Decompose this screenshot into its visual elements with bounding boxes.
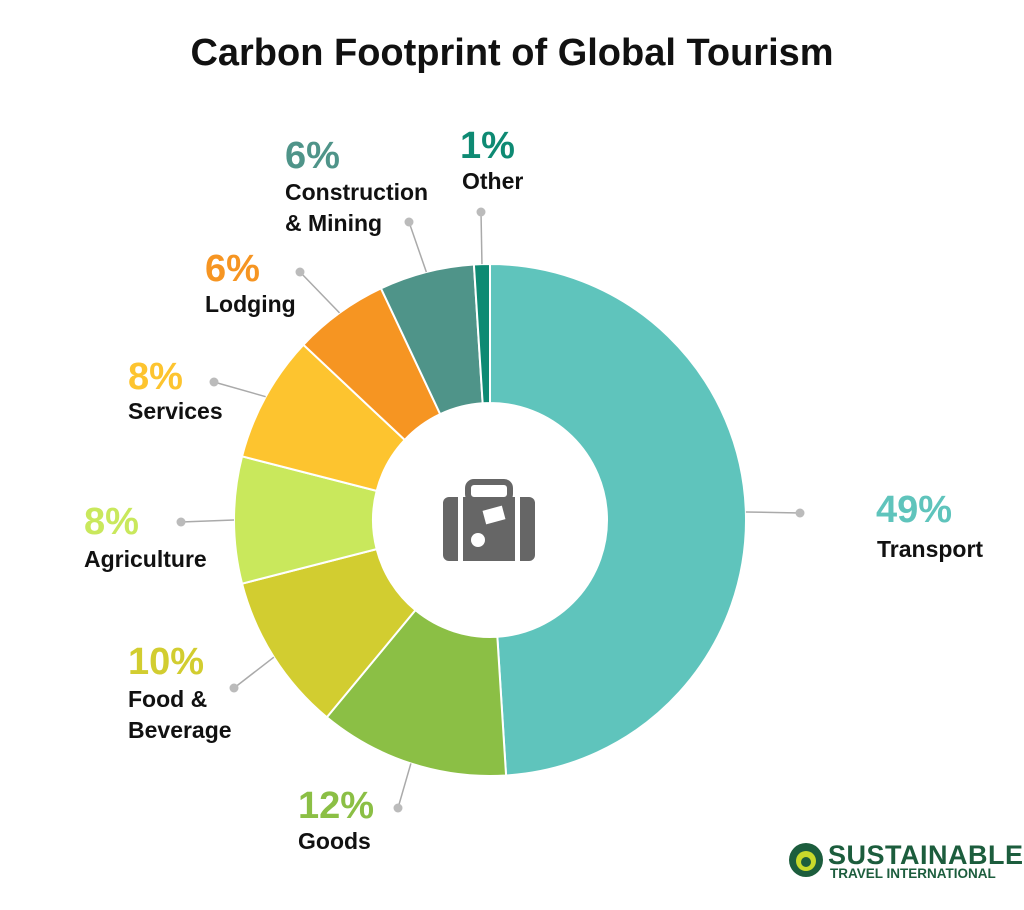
slice bbox=[472, 262, 491, 405]
category-label: Goods bbox=[298, 828, 371, 854]
leader-dot bbox=[295, 267, 305, 277]
leader-line bbox=[480, 211, 483, 265]
slice bbox=[489, 262, 747, 777]
leader-line bbox=[745, 511, 801, 514]
leader-dot bbox=[229, 683, 239, 693]
leader-line bbox=[180, 519, 235, 523]
logo-mark bbox=[789, 843, 823, 877]
category-label: Construction & Mining bbox=[285, 179, 429, 236]
leader-dot bbox=[209, 377, 219, 387]
logo-text: SUSTAINABLE bbox=[828, 840, 1024, 870]
leader-dot bbox=[393, 803, 403, 813]
value-label: 10% bbox=[128, 641, 205, 683]
value-label: 8% bbox=[128, 356, 183, 398]
leader-dot bbox=[176, 517, 186, 527]
suitcase-icon bbox=[443, 479, 535, 561]
leader-line bbox=[233, 656, 275, 689]
value-label: 49% bbox=[876, 489, 953, 531]
leader-dot bbox=[404, 217, 414, 227]
leader-dot bbox=[476, 207, 486, 217]
leader-line bbox=[397, 763, 412, 809]
value-label: 1% bbox=[460, 125, 515, 167]
category-label: Other bbox=[462, 168, 524, 194]
leader-line bbox=[408, 221, 428, 273]
chart-title: Carbon Footprint of Global Tourism bbox=[190, 32, 834, 74]
category-label: Food & Beverage bbox=[128, 686, 232, 743]
category-label: Lodging bbox=[205, 291, 296, 317]
category-label: Agriculture bbox=[84, 546, 207, 572]
category-label: Services bbox=[128, 398, 223, 424]
value-label: 6% bbox=[205, 248, 260, 290]
leader-line bbox=[213, 381, 266, 398]
slice bbox=[325, 608, 508, 777]
value-label: 6% bbox=[285, 135, 340, 177]
value-label: 12% bbox=[298, 785, 375, 827]
logo-subtext: TRAVEL INTERNATIONAL bbox=[830, 866, 996, 881]
value-label: 8% bbox=[84, 501, 139, 543]
leader-line bbox=[299, 271, 341, 314]
category-label: Transport bbox=[877, 536, 984, 562]
leader-dot bbox=[795, 508, 805, 518]
